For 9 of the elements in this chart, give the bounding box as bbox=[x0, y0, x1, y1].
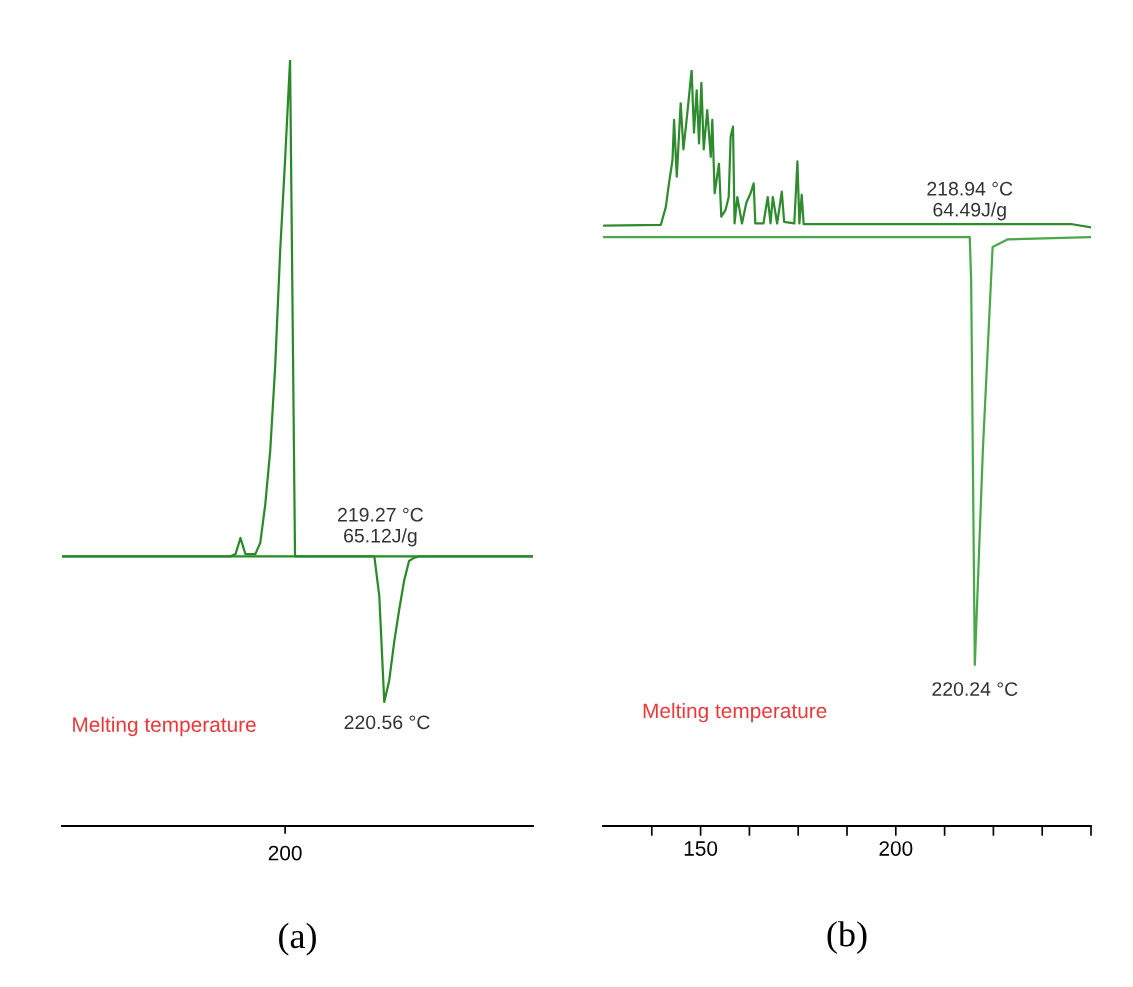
annotation: Melting temperature bbox=[643, 702, 827, 723]
annotation: Melting temperature bbox=[73, 716, 256, 737]
annotation: 220.24 °C bbox=[932, 682, 1018, 696]
annotation: 220.56 °C bbox=[344, 715, 430, 730]
annotation: 219.27 °C 65.12J/g bbox=[338, 507, 424, 547]
annotation: 218.94 °C 64.49J/g bbox=[927, 181, 1013, 221]
text: (a) bbox=[279, 922, 316, 956]
x-tick-label: 150 bbox=[684, 841, 718, 856]
text: (b) bbox=[827, 921, 867, 954]
